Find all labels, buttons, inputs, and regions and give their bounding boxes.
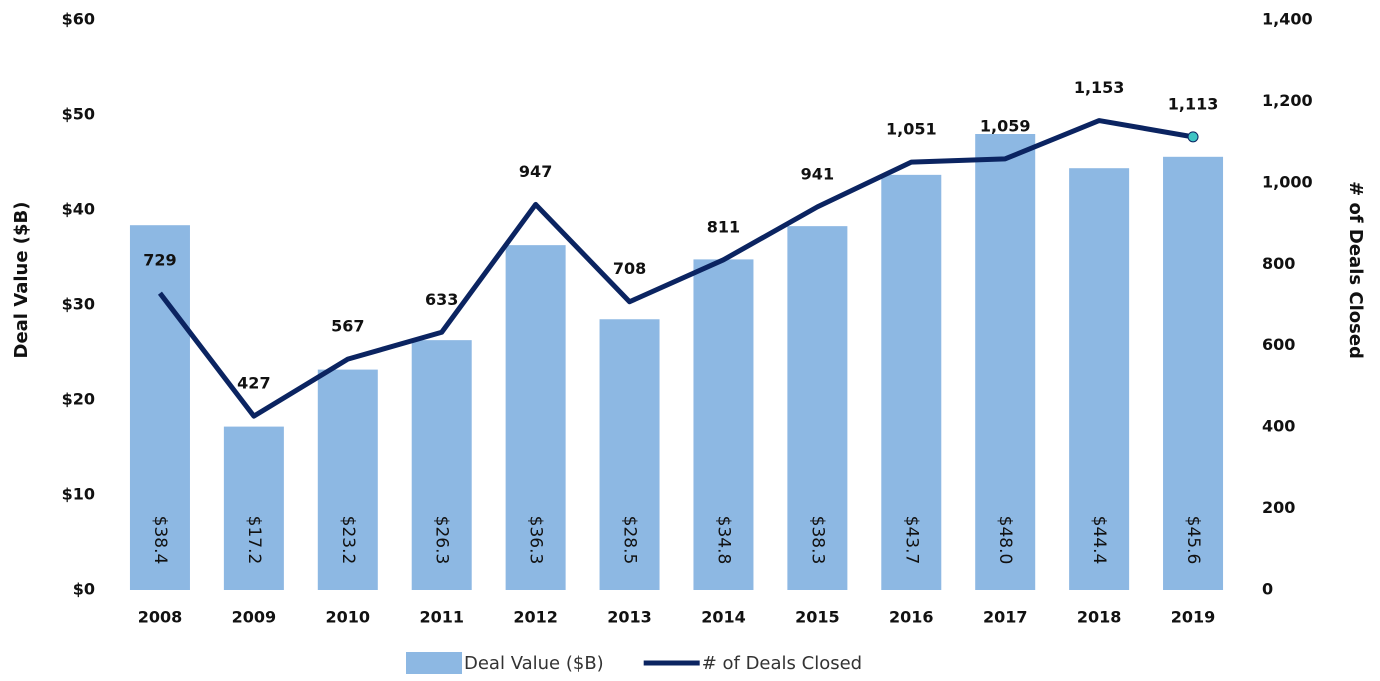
y2-axis-title: # of Deals Closed [1345,181,1366,359]
bar [129,225,190,590]
bar [223,426,284,590]
bar-value-label: $26.3 [432,516,452,565]
x-tick-label: 2012 [513,608,558,627]
y2-tick-label: 400 [1262,417,1295,436]
line [157,118,1194,419]
x-tick-label: 2010 [326,608,371,627]
bar [693,259,754,590]
line-value-label: 567 [331,317,364,336]
bar [505,245,566,590]
y-tick-label: $60 [62,10,95,29]
x-tick-label: 2018 [1077,608,1122,627]
bar [411,340,472,590]
y2-tick-label: 600 [1262,335,1295,354]
y-tick-label: $50 [62,105,95,124]
x-tick-label: 2011 [419,608,464,627]
x-tick-label: 2009 [232,608,277,627]
bar-value-label: $38.3 [807,516,827,565]
x-tick-label: 2017 [983,608,1028,627]
line-value-label: 427 [237,374,270,393]
bar-value-label: $34.8 [713,516,733,565]
legend-swatch [406,652,462,674]
bar-value-label: $17.2 [244,516,264,565]
bar [975,134,1036,590]
y2-tick-label: 800 [1262,254,1295,273]
bar-value-label: $38.4 [150,516,170,565]
bar [1069,168,1130,590]
bar-value-label: $43.7 [901,516,921,565]
y-axis-title: Deal Value ($B) [11,202,32,359]
legend-text: # of Deals Closed [702,653,862,674]
line-value-label: 811 [707,217,740,236]
x-tick-label: 2016 [889,608,934,627]
line-value-label: 708 [613,259,646,278]
x-tick-label: 2019 [1171,608,1216,627]
legend-text: Deal Value ($B) [464,653,604,674]
line-value-label: 1,059 [980,116,1031,135]
bar [787,226,848,590]
y-tick-label: $20 [62,390,95,409]
line-marker [1187,131,1199,143]
y2-tick-label: 1,000 [1262,172,1313,191]
lines [157,118,1199,419]
bars [129,134,1224,591]
line-value-label: 1,051 [886,120,937,139]
line-value-label: 941 [801,164,834,183]
labels: $38.4 $17.2 $23.2 $26.3 $36.3 $28.5 $34.8 $38.3… [143,78,1218,564]
bar-value-label: $44.4 [1089,516,1109,565]
x-tick-label: 2014 [701,608,746,627]
bar-value-label: $48.0 [995,516,1015,565]
bar [881,174,942,590]
x-tick-label: 2013 [607,608,652,627]
line-value-label: 729 [143,251,176,270]
line-value-label: 1,153 [1074,78,1125,97]
x-tick-label: 2015 [795,608,840,627]
bar [317,369,378,590]
y-tick-label: $40 [62,200,95,219]
bar-value-label: $23.2 [338,516,358,565]
bar-value-label: $36.3 [526,516,546,565]
y-tick-label: $10 [62,485,95,504]
x-tick-label: 2008 [138,608,183,627]
y2-tick-label: 0 [1262,580,1273,599]
line-value-label: 1,113 [1168,94,1219,113]
y-tick-label: $30 [62,295,95,314]
bar-value-label: $45.6 [1183,516,1203,565]
y2-tick-label: 1,400 [1262,10,1313,29]
line-value-label: 633 [425,290,458,309]
bar-value-label: $28.5 [620,516,640,565]
y2-tick-label: 1,200 [1262,91,1313,110]
bar [599,319,660,590]
y-tick-label: $0 [73,580,95,599]
y2-tick-label: 200 [1262,498,1295,517]
bar [1163,156,1224,591]
line-value-label: 947 [519,162,552,181]
